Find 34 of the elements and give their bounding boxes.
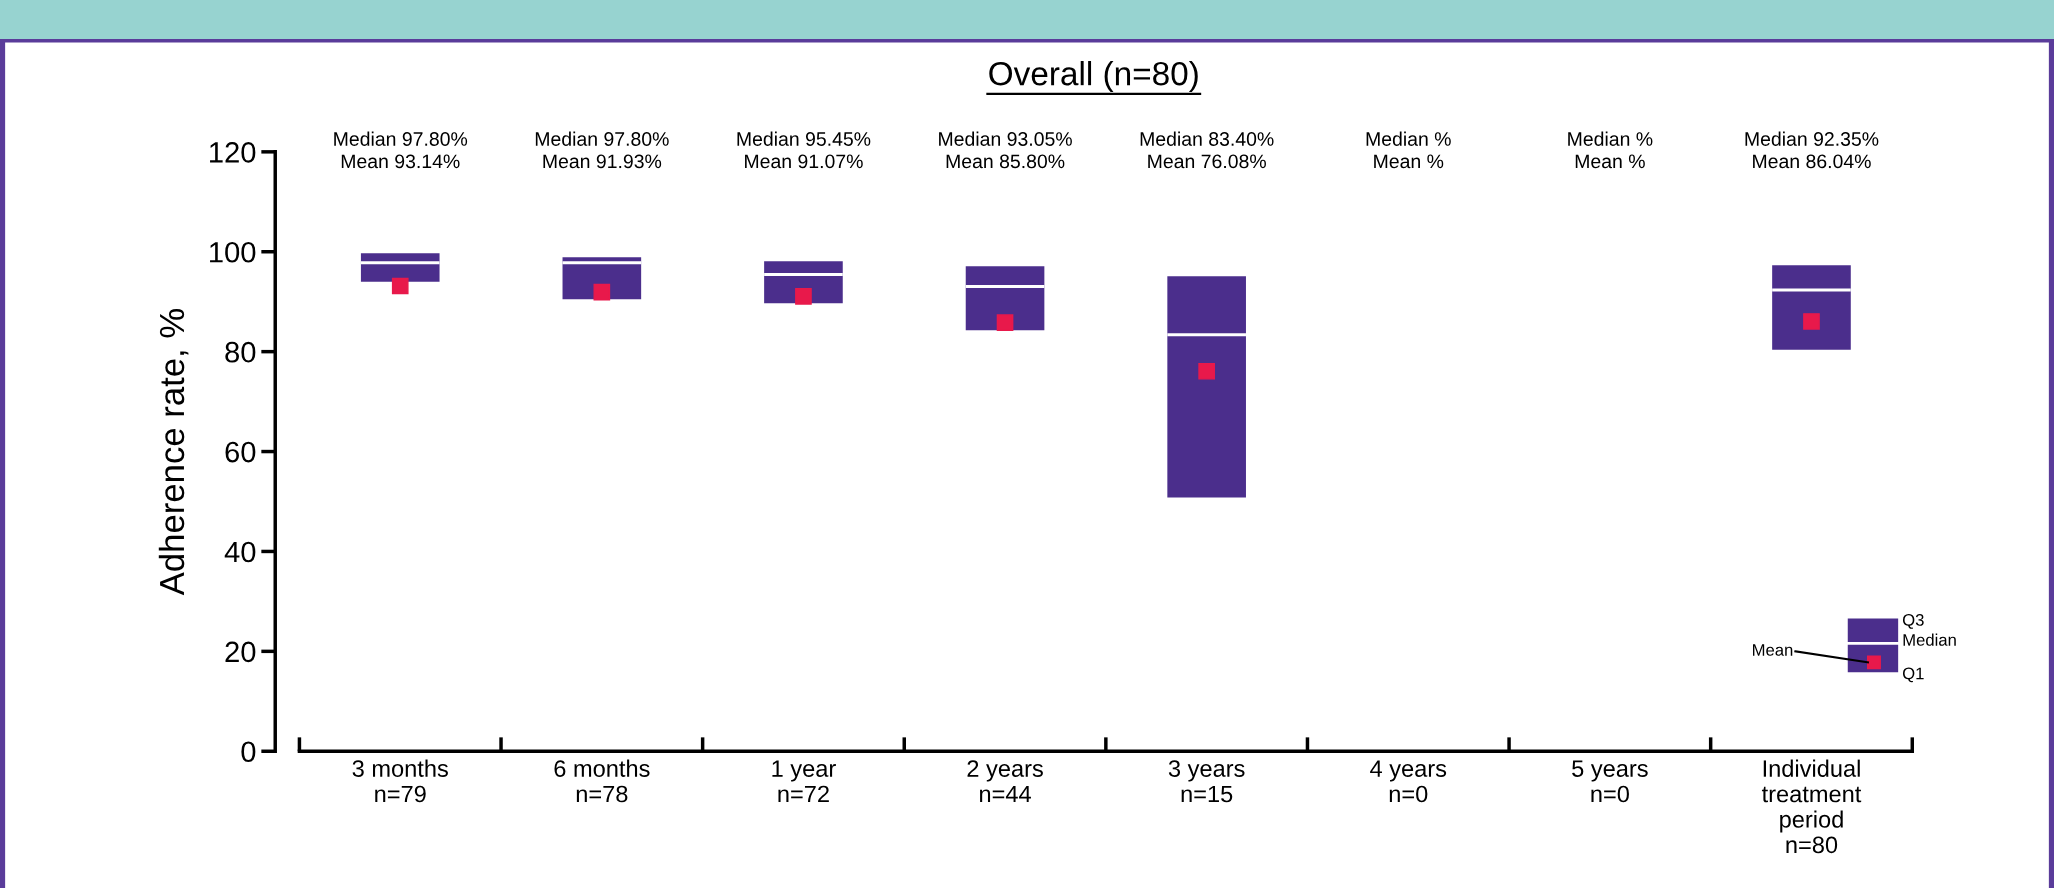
- annotation: Mean: [1753, 644, 1793, 656]
- chart-title: Overall (n=80): [989, 61, 1198, 93]
- point: [593, 283, 611, 301]
- annotation: Q1: [1902, 667, 1924, 683]
- x-tick-label: 3 years n=15: [1168, 760, 1245, 803]
- text: Median 97.80% Mean 93.14%: [334, 131, 468, 169]
- x-tick-label: 4 years n=0: [1370, 760, 1447, 803]
- x-tick-label: 5 years n=0: [1572, 760, 1648, 803]
- x-tick-label: 3 months n=79: [352, 759, 448, 803]
- y-tick-label: 120: [210, 142, 256, 163]
- point: [795, 288, 812, 305]
- x-tick-label: 2 years n=44: [967, 760, 1043, 803]
- annotation: Median: [1903, 633, 1956, 646]
- text: Median % Mean %: [1366, 131, 1451, 169]
- x-tick-label: Individual treatment period n=80: [1761, 759, 1862, 854]
- point: [1198, 362, 1215, 380]
- text: Median % Mean %: [1568, 131, 1653, 169]
- annotation: Q3: [1902, 614, 1924, 629]
- text: Median 95.45% Mean 91.07%: [737, 131, 871, 169]
- point: [391, 277, 409, 295]
- text: Median 83.40% Mean 76.08%: [1140, 131, 1274, 169]
- y-tick-label: 20: [225, 641, 256, 663]
- y-tick-label: 100: [210, 241, 256, 263]
- text: Median 93.05% Mean 85.80%: [939, 131, 1072, 169]
- text: Median 97.80% Mean 91.93%: [535, 131, 669, 169]
- y-tick-label: 0: [241, 741, 256, 763]
- point: [996, 314, 1014, 332]
- y-tick-label: 80: [225, 341, 256, 363]
- y-axis-title: Adherence rate, %: [158, 308, 189, 596]
- y-tick-label: 40: [224, 541, 256, 563]
- x-tick-label: 1 year n=72: [772, 760, 836, 803]
- y-tick-label: 60: [225, 441, 256, 463]
- x-tick-label: 6 months n=78: [554, 759, 650, 803]
- text: Median 92.35% Mean 86.04%: [1745, 131, 1879, 169]
